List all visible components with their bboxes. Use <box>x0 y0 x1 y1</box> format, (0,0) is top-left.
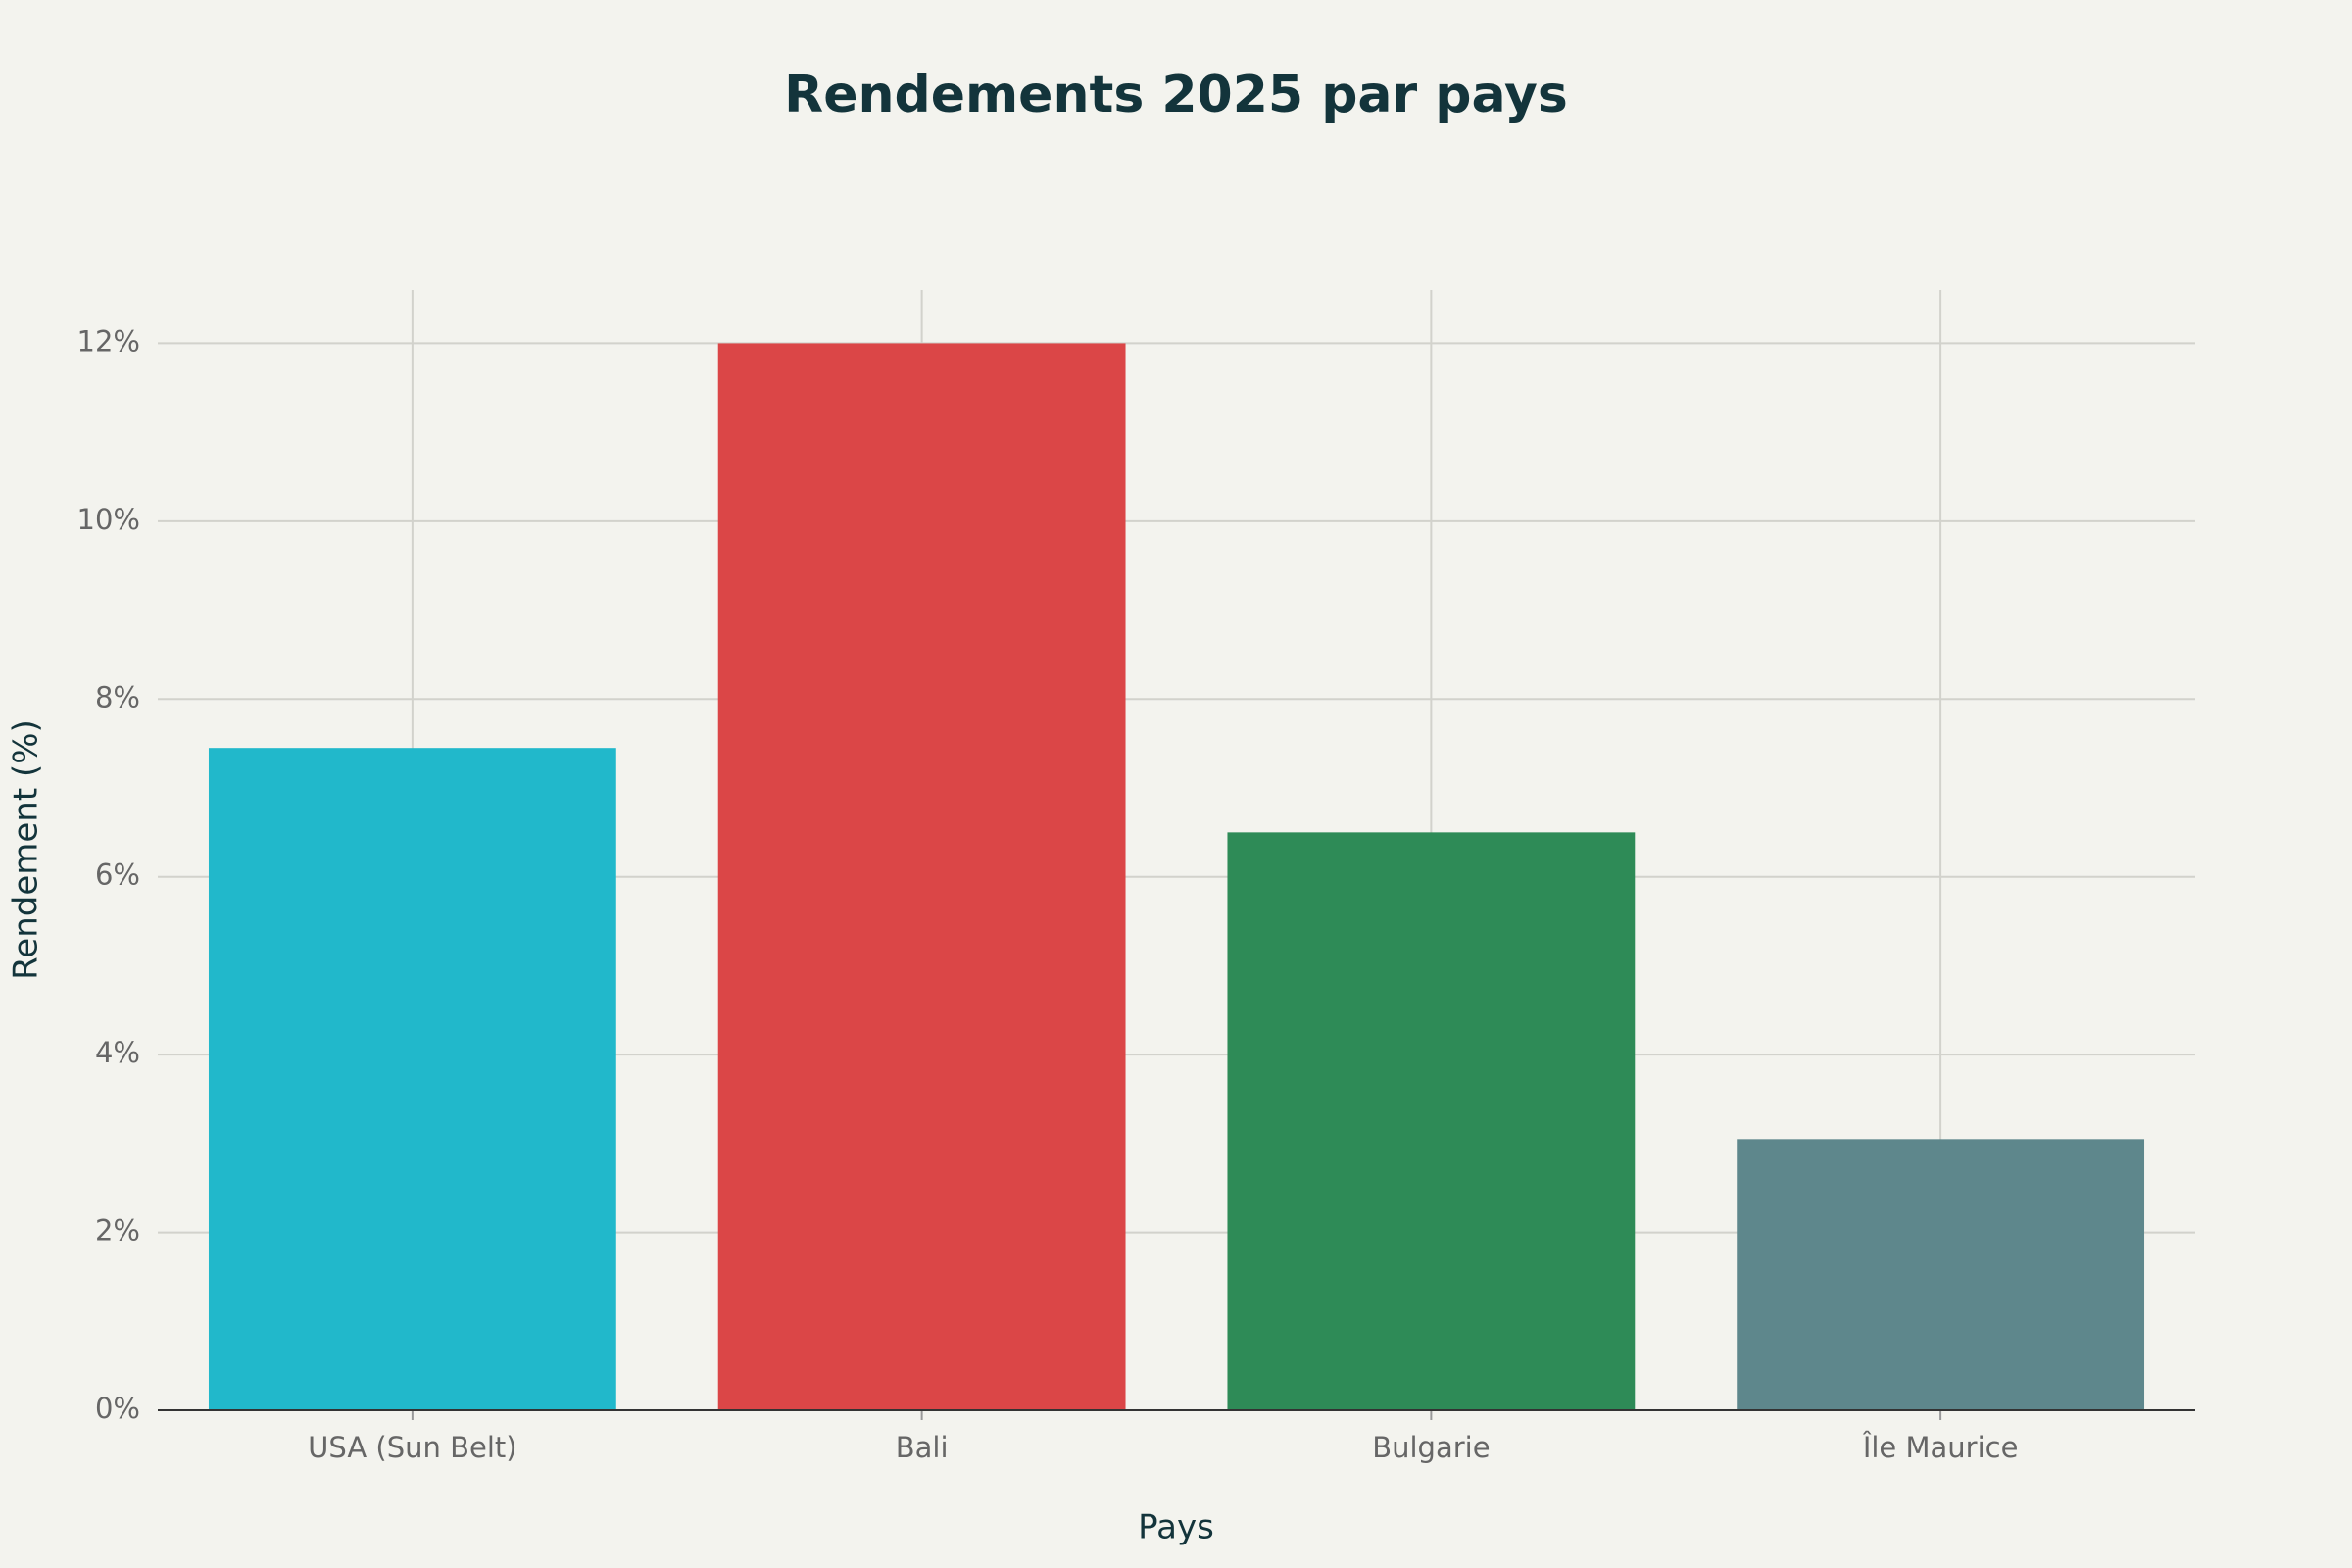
y-axis-title: Rendement (%) <box>7 719 46 980</box>
x-axis-title: Pays <box>1138 1508 1214 1547</box>
x-tick-label: USA (Sun Belt) <box>308 1431 516 1464</box>
y-tick-label: 8% <box>95 680 140 713</box>
y-tick-label: 6% <box>95 858 140 892</box>
x-tick-label: Bulgarie <box>1372 1431 1490 1464</box>
bar <box>208 748 616 1410</box>
y-tick-label: 4% <box>95 1036 140 1069</box>
bar <box>1227 832 1636 1410</box>
y-tick-label: 2% <box>95 1214 140 1248</box>
y-tick-label: 0% <box>95 1392 140 1425</box>
y-tick-label: 10% <box>77 503 140 536</box>
y-tick-label: 12% <box>77 324 140 358</box>
bar <box>1737 1139 2145 1410</box>
x-tick-label: Île Maurice <box>1862 1431 2019 1464</box>
chart-title: Rendements 2025 par pays <box>784 66 1568 124</box>
bar <box>717 343 1126 1410</box>
x-tick-label: Bali <box>896 1431 949 1464</box>
